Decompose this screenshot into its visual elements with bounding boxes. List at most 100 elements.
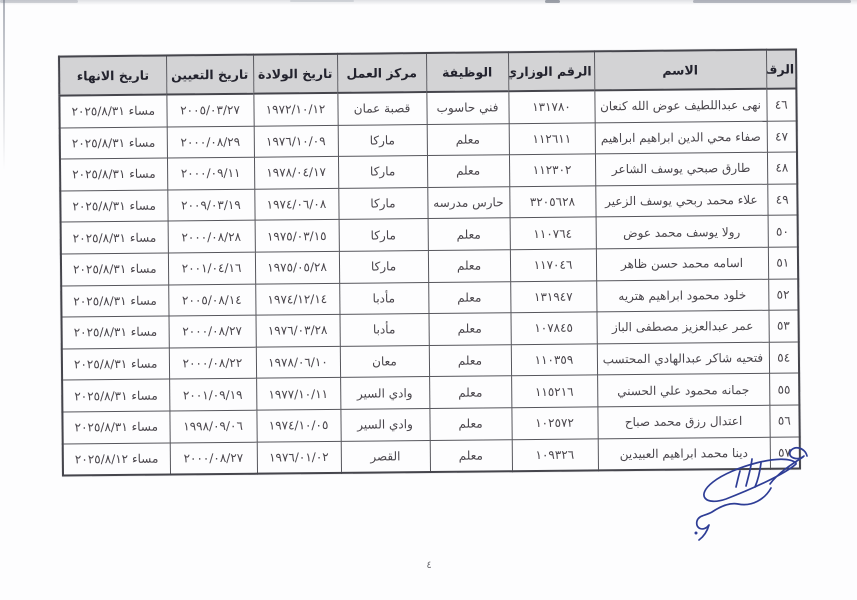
cell-birth-date: ١٩٧٨/٠٤/١٧ <box>253 156 339 189</box>
cell-name: اعتدال رزق محمد صباح <box>597 405 770 439</box>
cell-job-title: معلم <box>426 123 509 156</box>
cell-serial: ٥٣ <box>768 310 799 343</box>
cell-name: جمانه محمود علي الحسني <box>597 373 770 407</box>
cell-job-title: معلم <box>428 344 512 377</box>
cell-job-title: فني حاسوب <box>426 91 509 125</box>
cell-end-date: مساء ٢٠٢٥/٨/٣١ <box>60 189 168 223</box>
cell-name: اسامه محمد حسن ظاهر <box>595 247 769 281</box>
cell-name: عمر عبدالعزيز مصطفى الباز <box>596 310 769 344</box>
cell-hire-date: ٢٠٠١/٠٩/١٩ <box>169 378 257 411</box>
cell-job-title: معلم <box>429 439 513 473</box>
cell-ministry-number: ١٠٢٥٧٢ <box>511 406 598 440</box>
handwritten-signature <box>694 446 808 541</box>
cell-birth-date: ١٩٧٦/٠١/٠٢ <box>256 440 342 474</box>
cell-ministry-number: ١١٢٦١١ <box>508 122 595 155</box>
col-header-work-center: مركز العمل <box>336 53 427 93</box>
cell-end-date: مساء ٢٠٢٥/٨/٣١ <box>61 316 169 349</box>
cell-hire-date: ٢٠٠٥/٠٨/١٤ <box>168 283 256 317</box>
cell-serial: ٤٧ <box>766 120 797 153</box>
cell-job-title: حارس مدرسه <box>427 186 510 219</box>
cell-job-title: معلم <box>427 218 510 251</box>
staff-table-wrapper: الرقم الاسم الرقم الوزاري الوظيفة مركز ا… <box>57 48 803 477</box>
cell-serial: ٥٦ <box>769 404 800 437</box>
scan-artifact-smudge <box>290 0 354 2</box>
cell-work-center: قصبة عمان <box>337 92 427 125</box>
cell-birth-date: ١٩٧٤/١٠/٠٥ <box>256 409 341 442</box>
cell-ministry-number: ١٣١٩٤٧ <box>510 280 597 313</box>
cell-ministry-number: ١١٥٢١٦ <box>511 375 598 408</box>
cell-birth-date: ١٩٧٢/١٠/١٢ <box>253 92 338 126</box>
cell-work-center: معان <box>339 345 430 378</box>
cell-end-date: مساء ٢٠٢٥/٨/٣١ <box>60 221 168 255</box>
cell-work-center: مأدبا <box>339 313 429 347</box>
cell-birth-date: ١٩٧٧/١٠/١١ <box>256 377 341 411</box>
cell-hire-date: ٢٠٠٠/٠٨/٢٩ <box>166 125 254 159</box>
cell-work-center: ماركا <box>338 187 428 220</box>
cell-hire-date: ٢٠٠٩/٠٣/١٩ <box>167 188 255 222</box>
cell-serial: ٥٠ <box>767 215 798 248</box>
cell-work-center: وادي السير <box>340 408 430 441</box>
cell-name: صفاء محي الدين ابراهيم ابراهيم <box>594 120 767 155</box>
scan-artifact-smudge <box>545 0 560 3</box>
page-edge-line <box>3 0 5 170</box>
cell-serial: ٥٥ <box>769 373 800 406</box>
cell-name: علاء محمد ربحي يوسف الزعير <box>595 184 768 218</box>
cell-birth-date: ١٩٧٨/٠٦/١٠ <box>255 346 341 379</box>
cell-work-center: ماركا <box>337 155 428 189</box>
cell-ministry-number: ١٠٩٣٢٦ <box>511 438 599 472</box>
cell-name: نهى عبداللطيف عوض الله كنعان <box>594 88 767 123</box>
cell-ministry-number: ١١٢٣٠٢ <box>508 154 596 187</box>
col-header-serial: الرقم <box>765 49 797 89</box>
cell-end-date: مساء ٢٠٢٥/٨/٣١ <box>61 284 169 318</box>
cell-ministry-number: ١١٠٣٥٩ <box>510 343 598 377</box>
cell-end-date: مساء ٢٠٢٥/٨/٣١ <box>61 347 170 381</box>
cell-job-title: معلم <box>429 376 512 409</box>
cell-name: رولا يوسف محمد عوض <box>595 215 768 249</box>
cell-serial: ٥١ <box>767 246 799 279</box>
cell-ministry-number: ١٣١٧٨٠ <box>508 90 595 124</box>
cell-job-title: معلم <box>428 312 511 346</box>
cell-ministry-number: ١١٧٠٤٦ <box>509 248 597 282</box>
cell-end-date: مساء ٢٠٢٥/٨/٣١ <box>62 410 170 444</box>
cell-serial: ٤٩ <box>767 183 798 216</box>
cell-end-date: مساء ٢٠٢٥/٨/٣١ <box>59 94 167 128</box>
cell-end-date: مساء ٢٠٢٥/٨/٣١ <box>62 379 170 412</box>
cell-ministry-number: ١١٠٧٦٤ <box>509 217 596 250</box>
cell-serial: ٥٢ <box>768 278 799 311</box>
cell-name: خلود محمود ابراهيم هتريه <box>596 278 769 313</box>
scan-artifact-top-shade <box>0 0 857 5</box>
cell-end-date: مساء ٢٠٢٥/٨/٣١ <box>60 252 169 286</box>
cell-work-center: ماركا <box>338 218 428 252</box>
scan-artifact-smudge <box>0 0 78 3</box>
cell-end-date: مساء ٢٠٢٥/٨/١٢ <box>62 442 171 476</box>
col-header-job-title: الوظيفة <box>425 52 509 93</box>
cell-work-center: وادي السير <box>340 376 430 410</box>
cell-hire-date: ٢٠٠٥/٠٣/٢٧ <box>166 93 254 127</box>
cell-serial: ٤٦ <box>766 88 797 121</box>
cell-job-title: معلم <box>428 281 511 314</box>
cell-job-title: معلم <box>427 249 511 283</box>
cell-hire-date: ٢٠٠٠/٠٩/١١ <box>166 157 255 190</box>
col-header-name: الاسم <box>593 49 767 91</box>
page-number: ٤ <box>426 560 432 571</box>
cell-ministry-number: ١٠٧٨٤٥ <box>510 312 597 345</box>
cell-work-center: ماركا <box>338 250 429 283</box>
cell-hire-date: ٢٠٠٠/٠٨/٢٧ <box>169 441 258 475</box>
cell-hire-date: ٢٠٠٠/٠٨/٢٧ <box>168 315 256 348</box>
cell-end-date: مساء ٢٠٢٥/٨/٣١ <box>59 158 168 191</box>
col-header-ministry-number: الرقم الوزاري <box>507 51 595 92</box>
cell-birth-date: ١٩٧٦/١٠/٠٩ <box>253 124 338 158</box>
cell-hire-date: ١٩٩٨/٠٩/٠٦ <box>169 410 257 443</box>
cell-birth-date: ١٩٧٥/٠٣/١٥ <box>254 219 339 253</box>
cell-name: طارق صبحي يوسف الشاعر <box>594 152 768 186</box>
cell-hire-date: ٢٠٠١/٠٤/١٦ <box>167 252 256 285</box>
col-header-birth-date: تاريخ الولادة <box>252 53 338 94</box>
cell-name: فتحيه شاكر عبدالهادي المحتسب <box>596 342 770 376</box>
cell-work-center: القصر <box>340 440 431 473</box>
cell-end-date: مساء ٢٠٢٥/٨/٣١ <box>59 126 167 160</box>
col-header-end-date: تاريخ الانهاء <box>59 55 167 96</box>
cell-work-center: ماركا <box>337 124 427 157</box>
cell-birth-date: ١٩٧٥/٠٥/٢٨ <box>254 251 340 284</box>
cell-job-title: معلم <box>429 407 512 441</box>
